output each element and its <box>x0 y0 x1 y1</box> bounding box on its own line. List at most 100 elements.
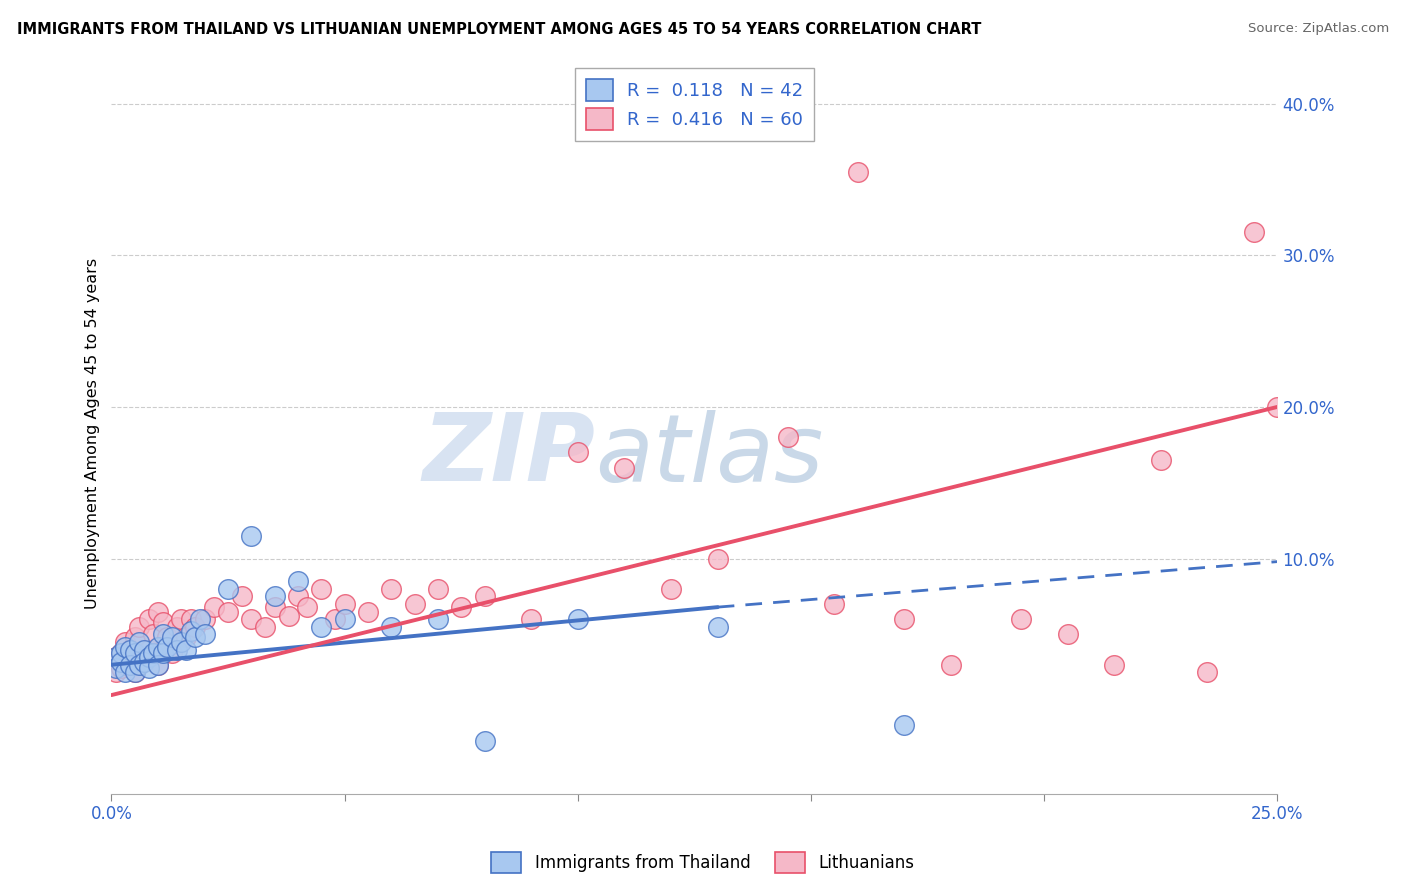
Point <box>263 600 285 615</box>
Point <box>152 615 174 630</box>
Point <box>114 657 136 672</box>
Point <box>194 612 217 626</box>
Point <box>357 605 380 619</box>
Point <box>160 631 183 645</box>
Point <box>114 665 136 680</box>
Point <box>128 657 150 672</box>
Point <box>1197 665 1219 680</box>
Point <box>939 657 962 672</box>
Point <box>124 646 146 660</box>
Point <box>146 605 169 619</box>
Legend: R =  0.118   N = 42, R =  0.416   N = 60: R = 0.118 N = 42, R = 0.416 N = 60 <box>575 68 814 141</box>
Point <box>450 600 472 615</box>
Point <box>132 642 155 657</box>
Point <box>893 612 915 626</box>
Point <box>156 631 179 645</box>
Point <box>146 640 169 654</box>
Point <box>474 590 496 604</box>
Point <box>823 597 845 611</box>
Point <box>202 600 225 615</box>
Point <box>776 430 799 444</box>
Legend: Immigrants from Thailand, Lithuanians: Immigrants from Thailand, Lithuanians <box>485 846 921 880</box>
Point <box>110 661 132 675</box>
Point <box>1056 627 1078 641</box>
Point <box>174 631 197 645</box>
Point <box>124 665 146 680</box>
Point <box>114 640 136 654</box>
Point <box>567 612 589 626</box>
Point <box>217 605 239 619</box>
Point <box>138 650 160 665</box>
Point <box>170 635 193 649</box>
Point <box>287 574 309 589</box>
Point <box>142 646 165 660</box>
Point <box>380 582 402 596</box>
Point <box>184 620 207 634</box>
Point <box>128 635 150 649</box>
Point <box>404 597 426 611</box>
Text: atlas: atlas <box>595 409 824 500</box>
Point <box>323 612 346 626</box>
Text: ZIP: ZIP <box>422 409 595 501</box>
Point <box>520 612 543 626</box>
Point <box>184 631 207 645</box>
Point <box>180 624 202 639</box>
Point <box>105 650 128 665</box>
Point <box>120 657 142 672</box>
Point <box>142 627 165 641</box>
Point <box>567 445 589 459</box>
Point <box>110 655 132 669</box>
Point <box>138 612 160 626</box>
Point <box>263 590 285 604</box>
Point <box>333 597 356 611</box>
Point <box>297 600 319 615</box>
Point <box>132 650 155 665</box>
Point <box>1102 657 1125 672</box>
Point <box>146 657 169 672</box>
Point <box>180 612 202 626</box>
Point <box>474 733 496 747</box>
Point <box>166 620 188 634</box>
Point <box>105 650 128 665</box>
Point <box>277 609 299 624</box>
Point <box>105 661 128 675</box>
Point <box>152 646 174 660</box>
Point <box>124 665 146 680</box>
Point <box>166 642 188 657</box>
Point <box>426 582 449 596</box>
Point <box>254 620 277 634</box>
Point <box>110 646 132 660</box>
Point <box>105 665 128 680</box>
Point <box>380 620 402 634</box>
Point <box>240 529 263 543</box>
Point <box>120 642 142 657</box>
Y-axis label: Unemployment Among Ages 45 to 54 years: Unemployment Among Ages 45 to 54 years <box>86 258 100 609</box>
Point <box>333 612 356 626</box>
Point <box>1243 226 1265 240</box>
Point <box>706 551 728 566</box>
Point <box>124 631 146 645</box>
Point <box>659 582 682 596</box>
Point <box>217 582 239 596</box>
Point <box>146 657 169 672</box>
Point <box>152 627 174 641</box>
Point <box>1267 400 1289 414</box>
Point <box>240 612 263 626</box>
Point <box>120 642 142 657</box>
Point <box>893 718 915 732</box>
Point <box>128 620 150 634</box>
Text: IMMIGRANTS FROM THAILAND VS LITHUANIAN UNEMPLOYMENT AMONG AGES 45 TO 54 YEARS CO: IMMIGRANTS FROM THAILAND VS LITHUANIAN U… <box>17 22 981 37</box>
Point <box>174 642 197 657</box>
Point <box>231 590 253 604</box>
Point <box>194 627 217 641</box>
Point <box>311 582 333 596</box>
Point <box>287 590 309 604</box>
Point <box>311 620 333 634</box>
Point <box>1010 612 1032 626</box>
Point <box>160 646 183 660</box>
Point <box>138 661 160 675</box>
Point <box>114 635 136 649</box>
Point <box>706 620 728 634</box>
Point <box>132 655 155 669</box>
Point <box>110 646 132 660</box>
